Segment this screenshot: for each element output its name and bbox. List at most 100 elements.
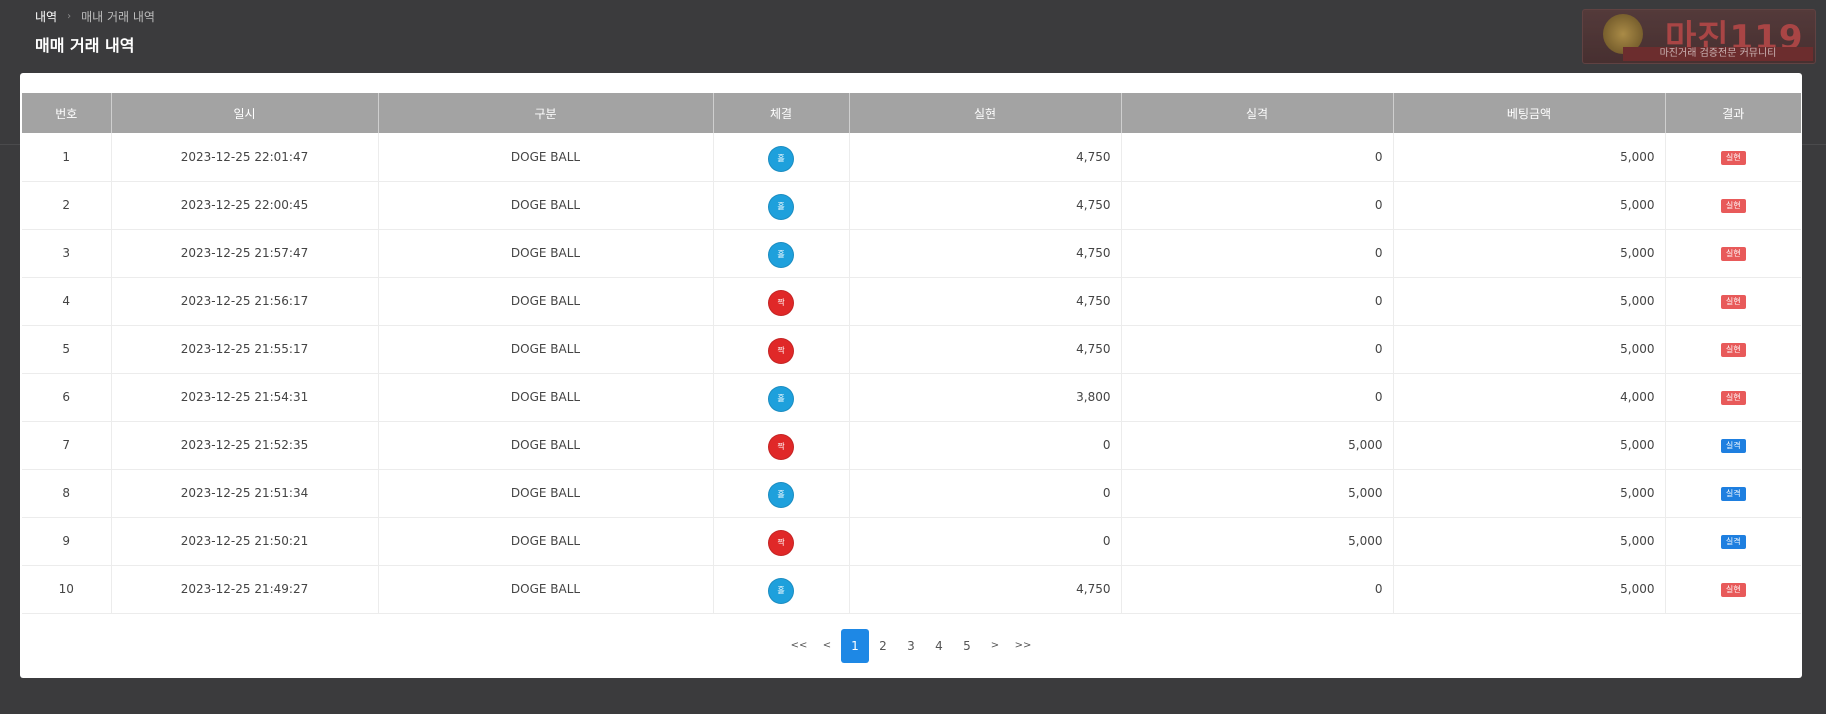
breadcrumb-home[interactable]: 내역 bbox=[35, 10, 58, 24]
page-button-1[interactable]: 1 bbox=[841, 629, 869, 663]
cell-fill: 짝 bbox=[713, 277, 850, 326]
cell-type: DOGE BALL bbox=[378, 469, 714, 518]
cell-fill: 짝 bbox=[713, 421, 850, 470]
table-row[interactable]: 7 2023-12-25 21:52:35 DOGE BALL 짝 0 5,000 5,00… bbox=[22, 421, 1801, 470]
cell-no: 1 bbox=[22, 133, 112, 182]
cell-no: 9 bbox=[22, 517, 112, 566]
breadcrumb-current: 매내 거래 내역 bbox=[81, 10, 155, 24]
page-button-3[interactable]: 3 bbox=[907, 639, 915, 653]
cell-lost: 0 bbox=[1121, 277, 1394, 326]
table-row[interactable]: 4 2023-12-25 21:56:17 DOGE BALL 짝 4,750 0 5,00… bbox=[22, 277, 1801, 326]
cell-bet: 5,000 bbox=[1393, 325, 1666, 374]
odd-ball-badge: 홀 bbox=[768, 482, 794, 508]
cell-realized: 0 bbox=[849, 421, 1122, 470]
cell-datetime: 2023-12-25 21:56:17 bbox=[111, 277, 379, 326]
cell-realized: 4,750 bbox=[849, 565, 1122, 614]
cell-no: 6 bbox=[22, 373, 112, 422]
cell-type: DOGE BALL bbox=[378, 277, 714, 326]
cell-no: 4 bbox=[22, 277, 112, 326]
cell-result: 실격 bbox=[1665, 469, 1801, 518]
page-button-4[interactable]: 4 bbox=[935, 639, 943, 653]
cell-lost: 0 bbox=[1121, 181, 1394, 230]
page-button-5[interactable]: 5 bbox=[963, 639, 971, 653]
page-first-button[interactable]: << bbox=[790, 640, 808, 651]
cell-datetime: 2023-12-25 21:57:47 bbox=[111, 229, 379, 278]
result-badge: 실현 bbox=[1720, 583, 1746, 597]
cell-result: 실현 bbox=[1665, 325, 1801, 374]
cell-type: DOGE BALL bbox=[378, 325, 714, 374]
table-row[interactable]: 2 2023-12-25 22:00:45 DOGE BALL 홀 4,750 0 5,00… bbox=[22, 181, 1801, 230]
cell-result: 실현 bbox=[1665, 133, 1801, 182]
cell-bet: 5,000 bbox=[1393, 229, 1666, 278]
result-badge: 실격 bbox=[1720, 535, 1746, 549]
table-row[interactable]: 8 2023-12-25 21:51:34 DOGE BALL 홀 0 5,000 5,00… bbox=[22, 469, 1801, 518]
table-row[interactable]: 5 2023-12-25 21:55:17 DOGE BALL 짝 4,750 0 5,00… bbox=[22, 325, 1801, 374]
cell-no: 3 bbox=[22, 229, 112, 278]
odd-ball-badge: 홀 bbox=[768, 578, 794, 604]
cell-type: DOGE BALL bbox=[378, 133, 714, 182]
page-button-2[interactable]: 2 bbox=[879, 639, 887, 653]
cell-no: 5 bbox=[22, 325, 112, 374]
cell-datetime: 2023-12-25 21:51:34 bbox=[111, 469, 379, 518]
page-prev-button[interactable]: < bbox=[822, 640, 832, 651]
cell-realized: 4,750 bbox=[849, 229, 1122, 278]
header-no: 번호 bbox=[22, 93, 112, 133]
result-badge: 실격 bbox=[1720, 439, 1746, 453]
table-row[interactable]: 1 2023-12-25 22:01:47 DOGE BALL 홀 4,750 0 5,00… bbox=[22, 133, 1801, 182]
result-badge: 실격 bbox=[1720, 487, 1746, 501]
cell-realized: 4,750 bbox=[849, 133, 1122, 182]
cell-result: 실현 bbox=[1665, 277, 1801, 326]
cell-datetime: 2023-12-25 21:50:21 bbox=[111, 517, 379, 566]
cell-bet: 5,000 bbox=[1393, 181, 1666, 230]
cell-realized: 0 bbox=[849, 517, 1122, 566]
table-row[interactable]: 9 2023-12-25 21:50:21 DOGE BALL 짝 0 5,000 5,00… bbox=[22, 517, 1801, 566]
table-row[interactable]: 3 2023-12-25 21:57:47 DOGE BALL 홀 4,750 0 5,00… bbox=[22, 229, 1801, 278]
history-card: 번호 일시 구분 체결 실현 실격 베팅금액 결과 1 2023-12-25 22:01:47 D… bbox=[20, 73, 1802, 678]
cell-type: DOGE BALL bbox=[378, 517, 714, 566]
table-header-row: 번호 일시 구분 체결 실현 실격 베팅금액 결과 bbox=[22, 93, 1801, 133]
cell-realized: 0 bbox=[849, 469, 1122, 518]
cell-bet: 5,000 bbox=[1393, 133, 1666, 182]
page-next-button[interactable]: > bbox=[990, 640, 1000, 651]
cell-lost: 0 bbox=[1121, 565, 1394, 614]
cell-fill: 홀 bbox=[713, 469, 850, 518]
cell-bet: 4,000 bbox=[1393, 373, 1666, 422]
odd-ball-badge: 홀 bbox=[768, 145, 794, 172]
cell-datetime: 2023-12-25 21:49:27 bbox=[111, 565, 379, 614]
result-badge: 실현 bbox=[1720, 247, 1746, 261]
result-badge: 실현 bbox=[1720, 391, 1746, 405]
trade-history-table: 번호 일시 구분 체결 실현 실격 베팅금액 결과 1 2023-12-25 22:01:47 D… bbox=[22, 93, 1801, 614]
cell-realized: 4,750 bbox=[849, 325, 1122, 374]
cell-fill: 홀 bbox=[713, 229, 850, 278]
breadcrumb: 내역 › 매내 거래 내역 bbox=[35, 8, 155, 25]
header-result: 결과 bbox=[1665, 93, 1801, 133]
cell-no: 10 bbox=[22, 565, 112, 614]
cell-datetime: 2023-12-25 21:55:17 bbox=[111, 325, 379, 374]
cell-result: 실현 bbox=[1665, 373, 1801, 422]
result-badge: 실현 bbox=[1720, 295, 1746, 309]
cell-no: 7 bbox=[22, 421, 112, 470]
cell-result: 실현 bbox=[1665, 565, 1801, 614]
cell-bet: 5,000 bbox=[1393, 277, 1666, 326]
cell-realized: 4,750 bbox=[849, 277, 1122, 326]
cell-lost: 0 bbox=[1121, 133, 1394, 182]
table-row[interactable]: 6 2023-12-25 21:54:31 DOGE BALL 홀 3,800 0 4,00… bbox=[22, 373, 1801, 422]
cell-no: 8 bbox=[22, 469, 112, 518]
page-last-button[interactable]: >> bbox=[1014, 640, 1032, 651]
cell-type: DOGE BALL bbox=[378, 565, 714, 614]
cell-lost: 0 bbox=[1121, 325, 1394, 374]
header-realized: 실현 bbox=[849, 93, 1122, 133]
cell-bet: 5,000 bbox=[1393, 421, 1666, 470]
cell-result: 실현 bbox=[1665, 181, 1801, 230]
table-row[interactable]: 10 2023-12-25 21:49:27 DOGE BALL 홀 4,750 0 5,0… bbox=[22, 565, 1801, 614]
table-body: 1 2023-12-25 22:01:47 DOGE BALL 홀 4,750 0 5,00… bbox=[22, 133, 1801, 614]
header-datetime: 일시 bbox=[111, 93, 379, 133]
cell-type: DOGE BALL bbox=[378, 373, 714, 422]
cell-lost: 5,000 bbox=[1121, 517, 1394, 566]
even-ball-badge: 짝 bbox=[768, 530, 794, 556]
cell-datetime: 2023-12-25 22:01:47 bbox=[111, 133, 379, 182]
cell-result: 실격 bbox=[1665, 517, 1801, 566]
cell-result: 실현 bbox=[1665, 229, 1801, 278]
